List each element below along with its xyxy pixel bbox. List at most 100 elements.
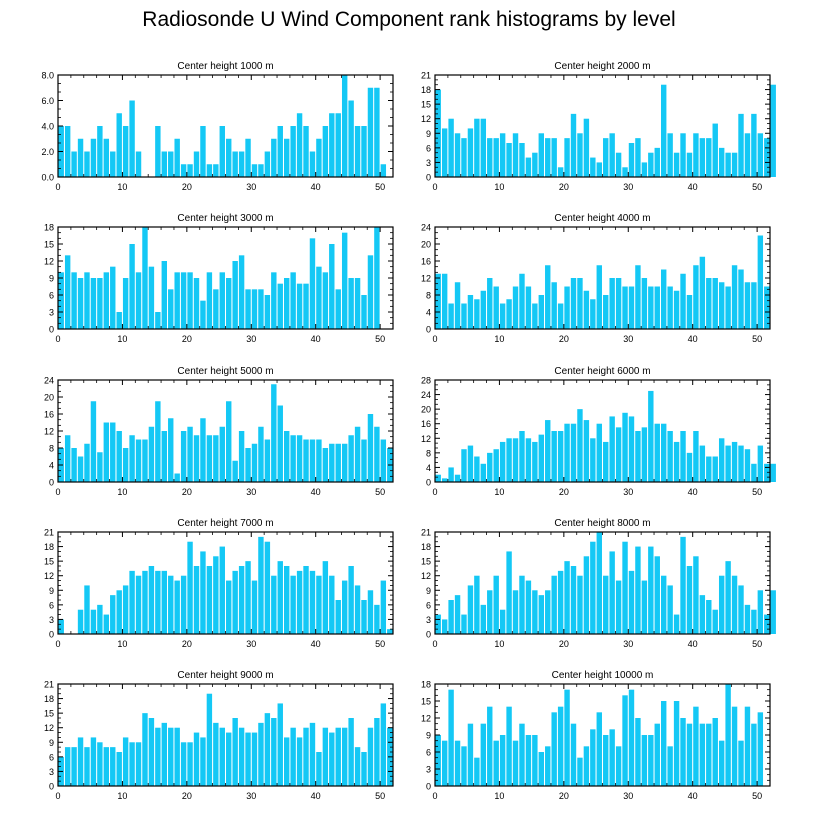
bar — [609, 551, 615, 634]
bar — [648, 390, 654, 482]
bar — [135, 272, 142, 329]
bar — [532, 590, 538, 634]
bar — [361, 439, 367, 482]
bar — [245, 561, 251, 634]
bar — [454, 474, 461, 482]
bar — [570, 566, 577, 634]
y-tick-label: 8 — [49, 444, 54, 454]
bar — [367, 590, 374, 634]
bar — [193, 435, 200, 482]
bar — [718, 438, 725, 482]
bar — [487, 278, 493, 329]
bar — [583, 420, 590, 482]
x-tick-label: 0 — [55, 639, 60, 649]
panel-title: Center height 8000 m — [554, 518, 650, 529]
bar — [467, 128, 474, 177]
bar — [316, 575, 322, 634]
bar — [699, 723, 706, 786]
bar — [680, 536, 686, 634]
bar — [622, 286, 628, 329]
bar — [226, 401, 232, 482]
bar — [180, 272, 187, 329]
bar — [596, 712, 602, 786]
y-tick-label: 8.0 — [41, 71, 54, 81]
bar — [348, 435, 354, 482]
x-tick-label: 20 — [559, 487, 569, 497]
bar — [193, 732, 200, 786]
bar — [155, 126, 161, 177]
bar — [206, 435, 213, 482]
x-tick-label: 10 — [494, 487, 504, 497]
bar — [667, 585, 673, 634]
bar — [135, 439, 142, 482]
bar — [557, 431, 564, 482]
bar — [322, 448, 329, 482]
bar — [519, 431, 525, 482]
bar — [474, 118, 480, 177]
x-tick-label: 50 — [752, 639, 762, 649]
bar — [193, 151, 200, 177]
bar — [71, 272, 77, 329]
y-tick-label: 24 — [44, 376, 54, 386]
bar — [770, 463, 776, 482]
bar — [354, 747, 361, 786]
x-tick-label: 10 — [117, 334, 127, 344]
bar — [731, 706, 738, 786]
bar — [161, 570, 167, 634]
x-tick-label: 0 — [55, 182, 60, 192]
y-tick-label: 24 — [421, 390, 431, 400]
bar — [380, 164, 387, 177]
bar — [187, 272, 193, 329]
bar — [545, 265, 551, 329]
bar — [264, 151, 271, 177]
bar — [570, 423, 577, 482]
panel-title: Center height 5000 m — [177, 366, 273, 377]
x-tick-label: 20 — [182, 334, 192, 344]
bar — [673, 701, 680, 786]
bar — [161, 431, 167, 482]
bar — [499, 735, 506, 786]
bar — [706, 138, 712, 177]
bar — [757, 235, 764, 329]
bar — [97, 278, 103, 329]
bar — [213, 435, 219, 482]
bar — [744, 604, 751, 634]
bar — [673, 614, 680, 634]
bar — [512, 590, 519, 634]
bar — [187, 164, 193, 177]
bar — [699, 595, 706, 634]
bar — [264, 295, 271, 329]
bar — [161, 151, 167, 177]
bar — [245, 448, 251, 482]
bar — [226, 580, 232, 634]
bar — [731, 441, 738, 482]
bar — [367, 414, 374, 482]
y-tick-label: 28 — [421, 376, 431, 386]
bar — [303, 126, 309, 177]
bar — [148, 566, 155, 634]
bar — [538, 752, 544, 786]
y-tick-label: 6 — [426, 748, 431, 758]
panel-title: Center height 3000 m — [177, 213, 273, 224]
y-tick-label: 9 — [426, 731, 431, 741]
bar — [103, 614, 110, 634]
bar — [226, 278, 232, 329]
bar — [303, 566, 309, 634]
bar — [648, 546, 654, 634]
x-tick-label: 10 — [494, 182, 504, 192]
bar — [77, 609, 84, 634]
bar — [335, 727, 341, 786]
bar — [764, 286, 770, 329]
bar — [58, 272, 64, 329]
bar — [251, 732, 258, 786]
bar — [258, 426, 264, 482]
bar — [680, 718, 686, 786]
bar — [661, 269, 667, 329]
bar — [367, 255, 374, 329]
bar — [97, 604, 103, 634]
bar — [213, 556, 219, 634]
panel-title: Center height 1000 m — [177, 61, 273, 72]
bar — [577, 409, 583, 482]
bar — [461, 614, 467, 634]
